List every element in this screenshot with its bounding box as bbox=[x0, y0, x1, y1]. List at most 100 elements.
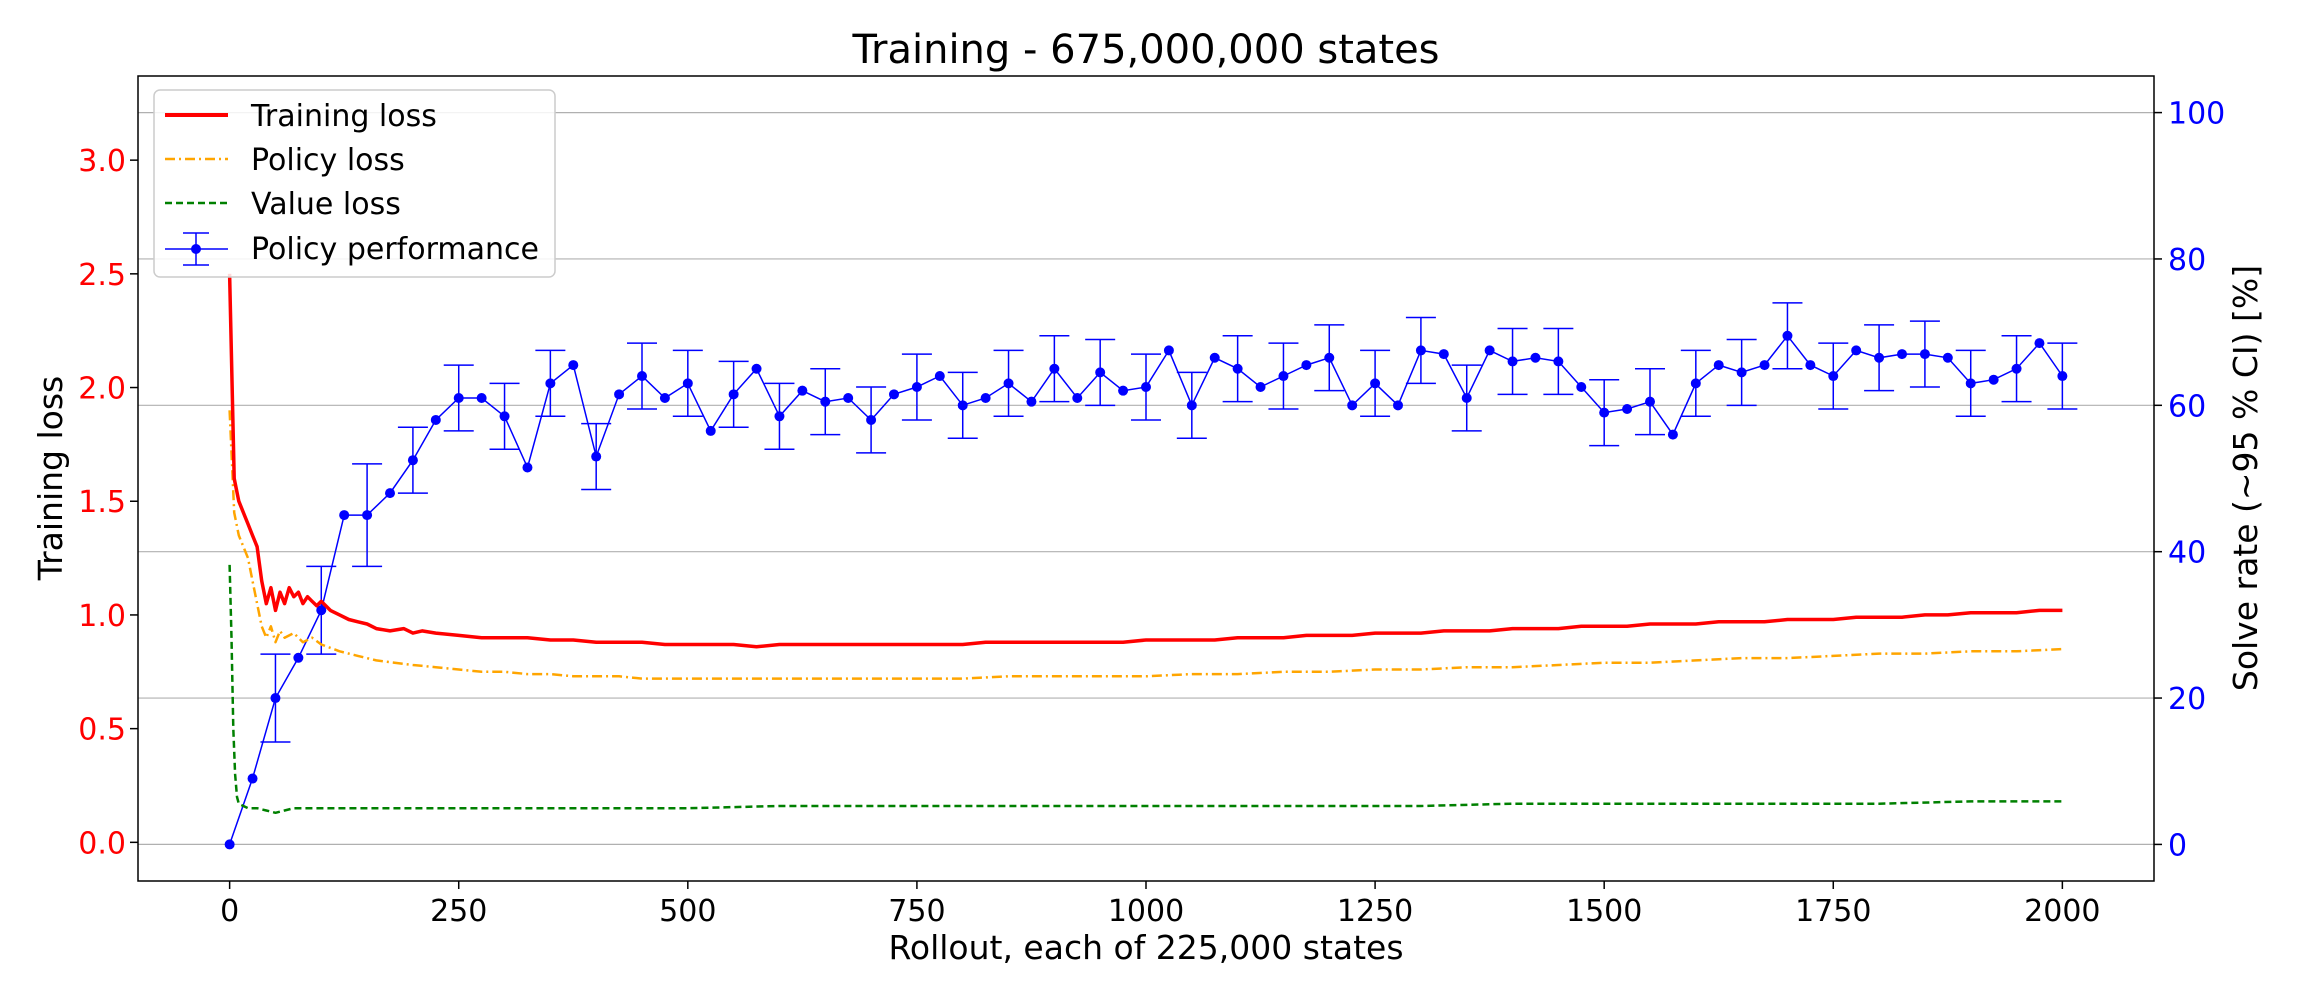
performance-point bbox=[1141, 382, 1151, 393]
x-tick-label: 2000 bbox=[2024, 894, 2100, 929]
performance-point bbox=[751, 363, 762, 374]
performance-point bbox=[1049, 363, 1060, 374]
performance-point bbox=[1324, 352, 1335, 363]
performance-point bbox=[1851, 345, 1862, 356]
right-y-tick-label: 100 bbox=[2168, 97, 2225, 132]
performance-point bbox=[934, 371, 945, 382]
performance-point bbox=[1118, 385, 1129, 396]
performance-point bbox=[1530, 352, 1541, 363]
performance-point bbox=[820, 396, 831, 407]
x-tick-label: 1000 bbox=[1108, 894, 1184, 929]
performance-point bbox=[774, 411, 785, 422]
training-loss-line bbox=[227, 273, 2063, 649]
policy-performance-layer bbox=[224, 302, 2078, 850]
right-y-tick-label: 40 bbox=[2168, 536, 2206, 571]
performance-point bbox=[1484, 345, 1495, 356]
performance-point bbox=[1736, 367, 1747, 378]
performance-point bbox=[1942, 352, 1953, 363]
performance-point bbox=[1438, 349, 1449, 360]
performance-point bbox=[797, 385, 808, 396]
performance-point bbox=[293, 652, 304, 663]
policy-loss-line bbox=[228, 410, 2063, 680]
performance-point bbox=[728, 389, 739, 400]
left-y-tick-label: 2.5 bbox=[78, 258, 126, 293]
performance-point bbox=[1759, 360, 1770, 371]
x-tick-label: 250 bbox=[430, 894, 487, 929]
legend-box bbox=[153, 89, 556, 278]
legend-swatch-policy-performance bbox=[165, 232, 228, 266]
performance-point bbox=[522, 462, 533, 473]
performance-point bbox=[1209, 352, 1220, 363]
performance-point bbox=[843, 393, 854, 403]
performance-point bbox=[1301, 360, 1312, 371]
performance-point bbox=[911, 382, 922, 393]
legend-label-training-loss: Training loss bbox=[250, 99, 437, 134]
performance-point bbox=[270, 693, 281, 704]
policy-loss-layer bbox=[228, 410, 2063, 680]
performance-point bbox=[1163, 345, 1174, 356]
performance-point bbox=[568, 360, 579, 371]
x-tick-label: 1750 bbox=[1795, 894, 1871, 929]
right-y-tick-label: 80 bbox=[2168, 243, 2206, 278]
performance-point bbox=[1690, 378, 1701, 389]
performance-point bbox=[659, 393, 670, 403]
left-y-tick-label: 3.0 bbox=[78, 144, 126, 179]
performance-point bbox=[1095, 367, 1106, 378]
x-tick-label: 750 bbox=[888, 894, 945, 929]
legend-label-value-loss: Value loss bbox=[251, 187, 401, 222]
performance-point bbox=[682, 378, 693, 389]
performance-point bbox=[1874, 352, 1885, 363]
left-y-tick-label: 0.0 bbox=[78, 826, 126, 861]
performance-point bbox=[224, 839, 235, 850]
performance-point bbox=[637, 371, 647, 382]
performance-point bbox=[499, 411, 510, 422]
performance-point bbox=[453, 393, 464, 403]
performance-point bbox=[1255, 382, 1266, 393]
performance-point bbox=[385, 488, 395, 499]
performance-point bbox=[1553, 356, 1564, 367]
plot-area bbox=[224, 273, 2078, 850]
performance-point bbox=[2011, 363, 2022, 374]
performance-point bbox=[1393, 400, 1403, 411]
training-loss-layer bbox=[227, 273, 2063, 649]
performance-point bbox=[1072, 393, 1083, 403]
performance-point bbox=[1782, 330, 1793, 341]
performance-point bbox=[2057, 371, 2068, 382]
performance-point bbox=[1622, 403, 1633, 414]
performance-point bbox=[476, 393, 487, 403]
right-y-axis-label: Solve rate (~95 % CI) [%] bbox=[2226, 265, 2265, 691]
performance-point bbox=[430, 414, 441, 425]
performance-point bbox=[1988, 374, 1999, 385]
performance-point bbox=[614, 389, 625, 400]
performance-point bbox=[1415, 345, 1426, 356]
legend-label-policy-performance: Policy performance bbox=[251, 232, 539, 267]
x-tick-label: 1500 bbox=[1566, 894, 1642, 929]
left-y-tick-label: 1.5 bbox=[78, 485, 126, 520]
performance-point bbox=[1507, 356, 1518, 367]
performance-point bbox=[889, 389, 899, 400]
performance-point bbox=[1370, 378, 1381, 389]
x-axis-ticks: 0 250 500 750 1000 1250 1500 1750 2000 bbox=[220, 881, 2101, 929]
performance-point bbox=[1232, 363, 1243, 374]
right-y-axis-ticks: 0 20 40 60 80 100 bbox=[2154, 97, 2225, 863]
performance-point bbox=[705, 425, 716, 436]
left-y-axis-label: Training loss bbox=[31, 376, 70, 581]
right-y-tick-label: 60 bbox=[2168, 389, 2206, 424]
performance-point bbox=[1805, 360, 1816, 371]
left-y-tick-label: 0.5 bbox=[78, 713, 126, 748]
performance-point bbox=[1599, 407, 1610, 418]
performance-point bbox=[1965, 378, 1976, 389]
right-y-tick-label: 0 bbox=[2168, 828, 2187, 863]
right-y-tick-label: 20 bbox=[2168, 682, 2206, 717]
performance-point bbox=[2034, 338, 2045, 349]
legend: Training loss Policy loss Value loss Pol… bbox=[153, 89, 556, 278]
performance-point bbox=[957, 400, 968, 411]
performance-point bbox=[1003, 378, 1014, 389]
performance-point bbox=[1278, 371, 1289, 382]
performance-point bbox=[545, 378, 556, 389]
left-y-tick-label: 2.0 bbox=[78, 372, 126, 407]
chart-title: Training - 675,000,000 states bbox=[851, 27, 1439, 73]
performance-point bbox=[1897, 349, 1907, 360]
left-y-tick-label: 1.0 bbox=[78, 599, 126, 634]
